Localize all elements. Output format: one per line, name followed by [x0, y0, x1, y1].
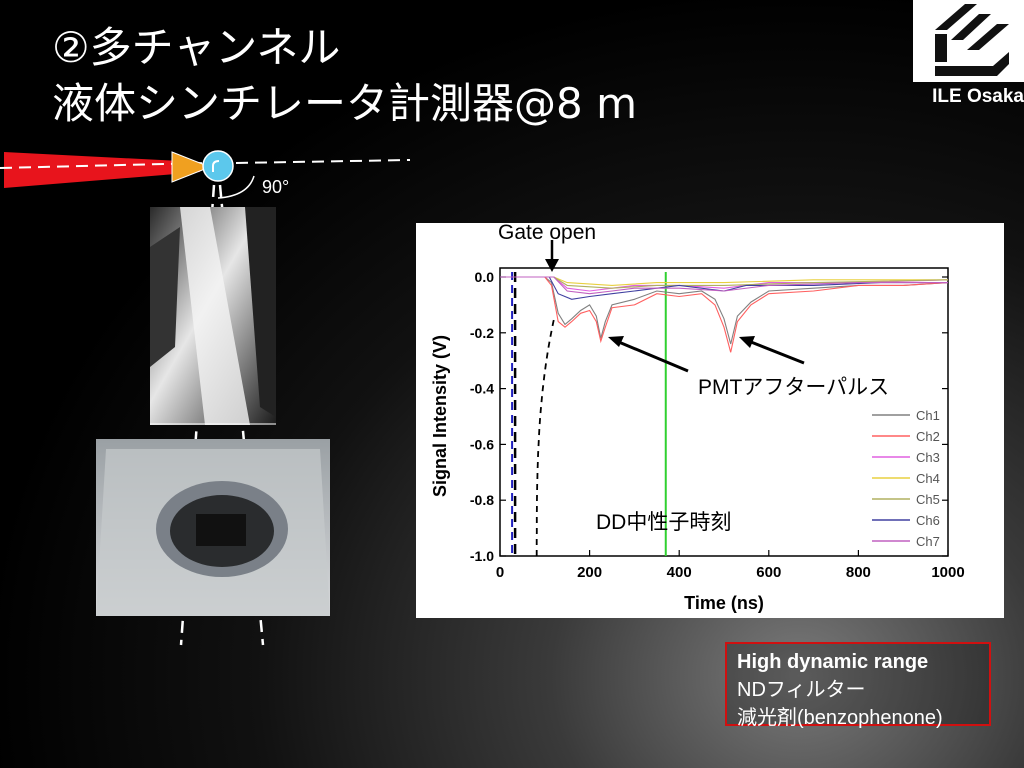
pmt-arrow-right-head-icon	[739, 336, 755, 348]
y-tick-label: -1.0	[470, 548, 494, 564]
x-tick-label: 800	[846, 564, 871, 581]
ile-logo	[913, 0, 1024, 82]
plot-frame	[499, 267, 949, 557]
series-line-ch3	[500, 276, 949, 292]
dd-neutron-annotation: DD中性子時刻	[596, 511, 732, 534]
scintillator-photo	[96, 439, 330, 616]
gate-arrow-head-icon	[545, 259, 559, 272]
legend-label-ch3: Ch3	[916, 450, 940, 465]
x-tick-label: 400	[667, 564, 692, 581]
signal-chart: 0.0 -0.2 -0.4 -0.6 -0.8 -1.0 0 200 400 600 800 1000…	[416, 223, 1004, 618]
legend-label-ch5: Ch5	[916, 492, 940, 507]
y-axis-label: Signal Intensity (V)	[430, 335, 450, 497]
signal-chart-svg: 0.0 -0.2 -0.4 -0.6 -0.8 -1.00 200 400 600 800 1000…	[430, 240, 965, 613]
legend-label-ch1: Ch1	[916, 408, 940, 423]
pmt-arrow-left-head-icon	[608, 336, 624, 347]
y-tick-label: -0.4	[470, 381, 494, 397]
ile-logo-mark-icon	[935, 4, 1009, 76]
angle-arc	[217, 175, 255, 199]
y-tick-label: -0.2	[470, 325, 494, 341]
legend-label-ch2: Ch2	[916, 429, 940, 444]
series-line-ch7	[500, 276, 948, 295]
logo-text: ILE Osaka	[932, 86, 1024, 107]
target-arrow-icon	[171, 151, 212, 183]
series-line-ch1	[500, 276, 949, 345]
legend-label-ch4: Ch4	[916, 471, 940, 486]
slide-title: ②多チャンネル 液体シンチレータ計測器@8 m	[52, 20, 637, 132]
x-tick-label: 0	[496, 564, 504, 581]
pmt-arrow-right	[745, 338, 805, 365]
legend-label-ch7: Ch7	[916, 534, 940, 549]
x-tick-label: 1000	[931, 564, 964, 581]
y-tick-label: -0.6	[470, 436, 494, 452]
info-line-2: NDフィルター	[737, 679, 866, 701]
info-line-1: High dynamic range	[737, 651, 929, 673]
laser-beam	[4, 152, 200, 188]
y-tick-label: -0.8	[470, 492, 494, 508]
series-line-ch5	[500, 276, 949, 289]
angle-label: 90°	[262, 177, 290, 197]
beam-axis-line	[0, 162, 206, 169]
decay-envelope-curve	[535, 315, 556, 556]
legend-label-ch6: Ch6	[916, 513, 940, 528]
title-line-1: ②多チャンネル	[52, 23, 341, 72]
pmt-arrow-left	[613, 338, 689, 373]
title-line-2: 液体シンチレータ計測器@8 m	[52, 79, 637, 128]
x-tick-label: 600	[756, 564, 781, 581]
gate-open-annotation: Gate open	[498, 221, 597, 244]
x-tick-label: 200	[577, 564, 602, 581]
info-line-3: 減光剤(benzophenone)	[737, 707, 943, 729]
detector-icon	[202, 150, 234, 182]
y-tick-label: 0.0	[475, 269, 495, 285]
reference-axis-line	[235, 159, 411, 164]
series-line-ch6	[500, 276, 948, 300]
pmt-afterpulse-annotation: PMTアフターパルス	[698, 376, 890, 399]
detector-photo-upper	[150, 207, 276, 425]
info-box: High dynamic range NDフィルター 減光剤(benzophen…	[725, 642, 991, 729]
series-line-ch2	[500, 276, 949, 353]
x-axis-label: Time (ns)	[684, 593, 764, 613]
